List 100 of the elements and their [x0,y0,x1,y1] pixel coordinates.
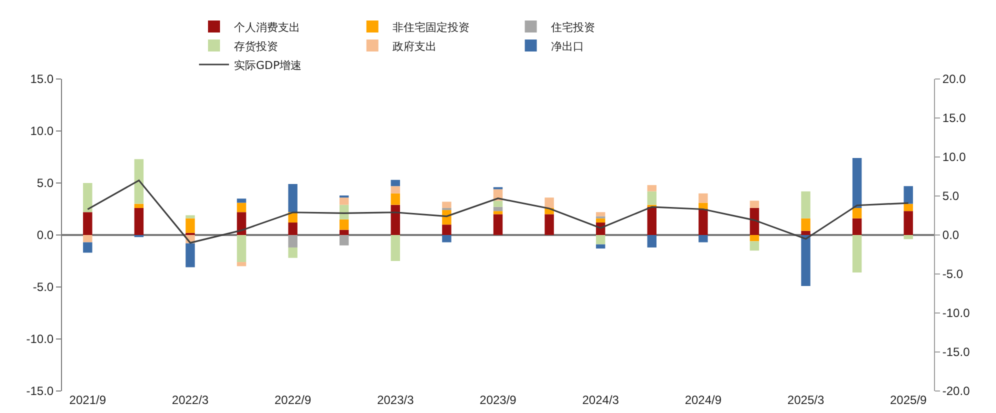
bar [493,206,503,212]
bar [801,191,810,218]
y-tick-label: 10.0 [30,124,54,138]
bar [647,191,656,205]
legend-label: 净出口 [550,40,584,53]
bar [544,214,554,235]
bar [852,208,862,218]
x-tick-label: 2023/3 [377,393,414,407]
bar [390,193,400,205]
bar [390,204,400,235]
bar [390,180,400,186]
y-tick-label: 0.0 [36,228,54,242]
bar [236,202,246,212]
bar [134,208,144,235]
bar [442,202,452,208]
x-tick-label: 2025/3 [787,393,824,407]
y-tick-label: -15.0 [26,384,54,398]
bar [698,235,708,242]
bar [134,159,144,204]
y2-tick-label: -15.0 [942,345,970,360]
legend-label: 实际GDP增速 [234,58,302,72]
legend-label: 个人消费支出 [234,20,300,34]
bar [390,235,400,261]
bar [750,208,760,235]
x-tick-label: 2025/9 [890,393,928,407]
bar [544,198,554,208]
bar [904,235,913,240]
bar [750,235,760,242]
bar [698,193,708,203]
bar [340,198,349,205]
x-tick-label: 2021/9 [69,393,106,407]
bar [340,230,349,235]
bar [801,235,810,286]
bar [83,235,92,242]
bar [596,218,606,223]
bar [288,222,298,235]
bar [288,235,298,248]
x-tick-label: 2024/9 [684,393,722,407]
legend-label: 非住宅固定投资 [392,20,470,34]
bar [186,218,195,233]
bar [83,183,92,212]
y-tick-label: 15.0 [30,72,54,86]
bar [750,241,760,251]
bar [288,247,298,258]
bar [801,218,810,231]
bar [493,200,503,207]
bar [801,230,810,235]
bar [904,204,913,212]
legend-label: 住宅投资 [550,20,595,34]
bar [340,219,349,230]
bar [852,235,862,272]
bar [236,198,246,203]
bar [904,211,913,235]
line-series [86,180,910,244]
bar [596,244,606,249]
y2-tick-label: 20.0 [942,72,966,86]
bar [236,235,246,262]
y2-tick-label: -10.0 [942,306,970,320]
y-tick-label: -5.0 [32,280,54,294]
bar [442,224,452,235]
bar [340,195,349,198]
bar [596,235,606,244]
x-tick-label: 2023/9 [480,393,517,407]
bar [236,212,246,235]
bar [390,186,400,194]
bar [83,242,92,253]
y-tick-label: 5.0 [36,176,54,190]
y2-tick-label: 0.0 [942,228,960,242]
bar [134,204,144,208]
y2-tick-label: -5.0 [942,267,964,282]
x-tick-label: 2022/3 [172,393,209,407]
bar [236,262,246,266]
bar [493,211,503,214]
bar [852,158,862,208]
x-tick-label: 2024/3 [582,393,620,407]
legend-label: 存货投资 [234,40,278,53]
y-tick-label: -10.0 [26,332,54,346]
bar [186,215,195,218]
bar [186,243,195,268]
x-tick-label: 2022/9 [274,393,312,407]
bar [750,200,760,208]
y2-tick-label: 10.0 [942,150,966,164]
y2-tick-label: 15.0 [942,111,966,126]
bar [442,208,452,210]
bar [288,184,298,212]
bar [596,212,606,216]
bar [698,202,708,209]
bar [442,235,452,242]
bar [698,209,708,235]
bar [647,206,656,235]
bar [904,186,913,204]
bar [647,185,656,192]
legend-label: 政府支出 [392,40,436,53]
bar [852,218,862,235]
y2-tick-label: -20.0 [942,384,970,398]
bar [647,235,656,248]
bar [83,212,92,235]
y2-tick-label: 5.0 [942,189,960,204]
bar [493,214,503,235]
bar [340,235,349,246]
